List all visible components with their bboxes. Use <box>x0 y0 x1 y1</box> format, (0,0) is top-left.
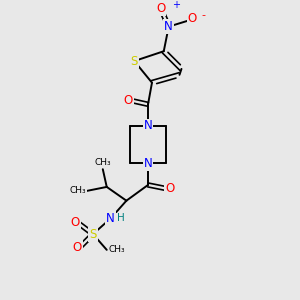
Text: CH₃: CH₃ <box>94 158 111 167</box>
Text: O: O <box>70 216 80 229</box>
Text: CH₃: CH₃ <box>108 245 125 254</box>
Text: N: N <box>164 20 173 33</box>
Text: -: - <box>201 10 205 20</box>
Text: +: + <box>172 0 180 10</box>
Text: S: S <box>130 55 138 68</box>
Text: O: O <box>73 242 82 254</box>
Text: H: H <box>117 213 124 224</box>
Text: S: S <box>89 228 97 241</box>
Text: CH₃: CH₃ <box>70 186 86 195</box>
Text: N: N <box>106 212 115 225</box>
Text: O: O <box>188 12 197 25</box>
Text: N: N <box>144 119 152 132</box>
Text: O: O <box>124 94 133 107</box>
Text: O: O <box>156 2 165 15</box>
Text: N: N <box>144 157 152 170</box>
Text: O: O <box>165 182 174 195</box>
